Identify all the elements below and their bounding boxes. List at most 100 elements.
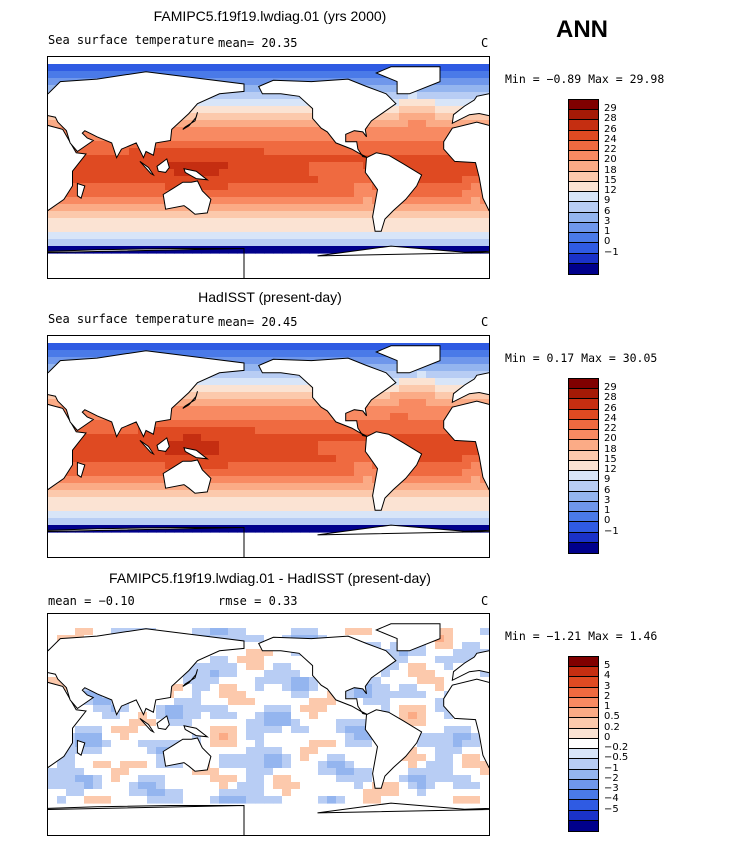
map-grid-cell [363,796,373,804]
map-grid-cell [246,141,256,149]
colorbar-swatch [569,687,598,698]
map-grid-cell [192,155,202,163]
map-grid-cell [48,232,58,240]
map-grid-cell [138,768,148,776]
map-grid-cell [102,504,112,512]
map-grid-cell [291,469,301,477]
map-grid-cell [255,427,265,435]
map-grid-cell [282,441,292,449]
map-grid-cell [444,71,454,79]
map-grid-cell [282,455,292,463]
map-grid-cell [327,141,337,149]
map-grid-cell [399,670,409,678]
map-grid-cell [156,225,166,233]
map-grid-cell [210,789,220,797]
map-grid-cell [264,148,274,156]
map-grid-cell [219,218,229,226]
map-grid-cell [336,705,346,713]
map-grid-cell [291,483,301,491]
map-grid-cell [399,427,409,435]
map-grid-cell [264,141,274,149]
map-grid-cell [435,434,445,442]
map-grid-cell [111,483,121,491]
map-grid-cell [75,754,85,762]
map-grid-cell [336,483,346,491]
map-grid-cell [102,782,112,790]
map-grid-cell [237,448,247,456]
map-grid-cell [129,497,139,505]
map-grid-cell [363,134,373,142]
colorbar-tick-label: 28 [604,113,617,125]
map-grid-cell [453,768,463,776]
map-grid-cell [417,663,427,671]
map-grid-cell [84,782,94,790]
continent-outline [139,160,155,177]
map-grid-cell [318,434,328,442]
map-grid-cell [354,518,364,526]
map-grid-cell [417,218,427,226]
map-grid-cell [57,239,67,247]
map-grid-cell [165,518,175,526]
map-grid-cell [147,782,157,790]
map-grid-cell [408,796,418,804]
map-grid-cell [228,775,238,783]
colorbar-tick-label: −5 [604,803,619,815]
map-grid-cell [210,628,220,636]
map-grid-cell [462,628,472,636]
map-grid-cell [336,434,346,442]
map-grid-cell [93,796,103,804]
colorbar-swatch [569,409,598,420]
map-grid-cell [57,343,67,351]
map-grid-cell [237,740,247,748]
map-grid-cell [183,427,193,435]
map-grid-cell [399,677,409,685]
map-grid-cell [246,705,256,713]
map-grid-cell [129,740,139,748]
panel1-variable: Sea surface temperature [48,33,215,47]
colorbar-swatch [569,171,598,182]
map-grid-cell [435,211,445,219]
map-grid-cell [111,789,121,797]
map-grid-cell [327,162,337,170]
map-grid-cell [156,455,166,463]
map-grid-cell [381,64,391,72]
map-grid-cell [372,78,382,86]
map-grid-cell [273,483,283,491]
map-grid-cell [273,698,283,706]
map-grid-cell [462,504,472,512]
map-grid-cell [228,684,238,692]
map-grid-cell [381,148,391,156]
map-grid-cell [453,490,463,498]
map-grid-cell [93,441,103,449]
map-grid-cell [210,483,220,491]
map-grid-cell [255,218,265,226]
map-grid-cell [201,413,211,421]
map-grid-cell [174,490,184,498]
map-grid-cell [156,197,166,205]
map-grid-cell [381,691,391,699]
map-grid-cell [471,343,481,351]
map-grid-cell [399,705,409,713]
map-grid-cell [165,768,175,776]
map-grid-cell [291,246,301,254]
map-grid-cell [309,490,319,498]
map-grid-cell [372,364,382,372]
map-grid-cell [246,78,256,86]
map-grid-cell [471,518,481,526]
map-grid-cell [291,225,301,233]
map-grid-cell [471,357,481,365]
map-grid-cell [435,691,445,699]
map-grid-cell [417,775,427,783]
map-grid-cell [291,64,301,72]
map-grid-cell [444,64,454,72]
map-grid-cell [390,684,400,692]
map-grid-cell [75,343,85,351]
map-grid-cell [228,782,238,790]
map-grid-cell [318,155,328,163]
map-grid-cell [264,649,274,657]
map-grid-cell [372,71,382,79]
map-grid-cell [246,635,256,643]
map-grid-cell [354,343,364,351]
map-grid-cell [345,176,355,184]
map-grid-cell [246,691,256,699]
